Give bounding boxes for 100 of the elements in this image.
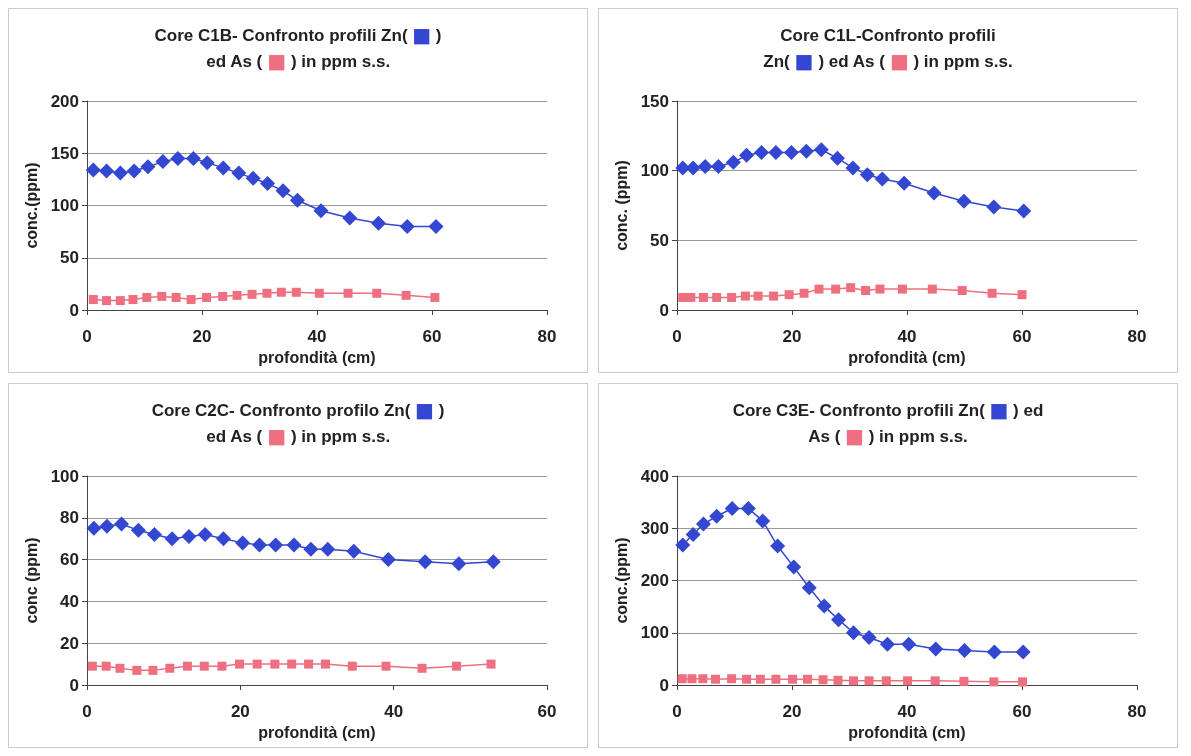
- point: [846, 283, 856, 293]
- point: [170, 150, 186, 166]
- x-tick-label: 0: [82, 702, 92, 721]
- point: [740, 291, 750, 301]
- point: [927, 284, 937, 294]
- point: [130, 522, 146, 538]
- point: [99, 518, 115, 534]
- x-tick-label: 60: [1012, 327, 1032, 346]
- point: [401, 290, 411, 300]
- point: [417, 554, 433, 570]
- point: [215, 160, 231, 176]
- point: [845, 160, 861, 176]
- x-tick-label: 0: [672, 327, 682, 346]
- point: [218, 291, 228, 301]
- point: [1015, 644, 1031, 660]
- point: [114, 516, 129, 532]
- x-tick-label: 80: [1127, 327, 1147, 346]
- point: [803, 674, 813, 684]
- point: [231, 165, 247, 181]
- x-tick-label: 80: [537, 327, 557, 346]
- point: [801, 580, 817, 596]
- point: [171, 292, 181, 302]
- point: [831, 612, 847, 628]
- point: [146, 527, 162, 543]
- point: [740, 500, 756, 516]
- y-tick-label: 80: [60, 508, 79, 528]
- point: [710, 158, 726, 174]
- point: [112, 165, 128, 181]
- x-tick-label: 20: [782, 702, 802, 721]
- y-tick-label: 40: [60, 591, 79, 611]
- point: [314, 288, 324, 298]
- point: [262, 288, 272, 298]
- point: [155, 154, 171, 170]
- chart-title: Core C3E- Confronto profili Zn( ■ ) ed As ( ■ ) in ppm s.s.: [732, 398, 1044, 448]
- point: [695, 516, 711, 532]
- point: [346, 543, 362, 559]
- point: [275, 183, 291, 199]
- y-axis-title: conc.(ppm): [613, 537, 631, 624]
- point: [417, 663, 427, 673]
- point: [697, 158, 713, 174]
- point: [859, 167, 875, 183]
- point: [252, 537, 267, 553]
- point: [303, 541, 319, 557]
- point: [675, 537, 691, 553]
- point: [485, 554, 501, 570]
- point: [347, 661, 357, 671]
- point: [833, 675, 843, 685]
- point: [185, 150, 201, 166]
- point: [215, 531, 231, 547]
- point: [784, 290, 794, 300]
- point: [157, 291, 167, 301]
- y-tick-label: 0: [659, 675, 669, 695]
- point: [861, 285, 871, 295]
- point: [926, 185, 942, 201]
- y-tick-label: 150: [50, 143, 79, 163]
- point: [846, 625, 862, 641]
- point: [816, 598, 832, 614]
- point: [128, 295, 138, 305]
- point: [698, 292, 708, 302]
- point: [727, 292, 737, 302]
- x-tick-label: 40: [897, 327, 917, 346]
- point: [132, 665, 142, 675]
- x-tick-label: 20: [782, 327, 802, 346]
- x-tick-label: 80: [1127, 702, 1147, 721]
- x-axis-title: profondità (cm): [258, 724, 376, 742]
- point: [686, 292, 696, 302]
- point: [724, 500, 740, 516]
- point: [687, 674, 697, 684]
- point: [753, 291, 763, 301]
- x-tick-label: 60: [422, 327, 442, 346]
- point: [739, 147, 755, 163]
- y-tick-label: 100: [50, 196, 79, 215]
- point: [101, 661, 111, 671]
- x-tick-label: 40: [897, 702, 917, 721]
- point: [235, 535, 251, 551]
- point: [712, 292, 722, 302]
- y-tick-label: 400: [640, 466, 669, 486]
- point: [164, 531, 180, 547]
- x-axis-title: profondità (cm): [848, 724, 966, 742]
- point: [829, 150, 845, 166]
- point: [798, 143, 814, 159]
- point: [986, 199, 1002, 215]
- point: [770, 538, 786, 554]
- point: [142, 292, 152, 302]
- y-axis-title: conc. (ppm): [613, 160, 631, 251]
- point: [989, 677, 999, 687]
- point: [232, 290, 242, 300]
- point: [252, 659, 262, 669]
- point: [901, 636, 917, 652]
- point: [986, 644, 1002, 660]
- point: [769, 291, 779, 301]
- point: [957, 285, 967, 295]
- y-tick-label: 50: [650, 230, 669, 250]
- point: [879, 636, 895, 652]
- point: [148, 665, 158, 675]
- point: [896, 175, 912, 191]
- point: [677, 674, 687, 684]
- y-tick-label: 50: [60, 248, 79, 268]
- point: [287, 659, 297, 669]
- x-tick-label: 20: [192, 327, 212, 346]
